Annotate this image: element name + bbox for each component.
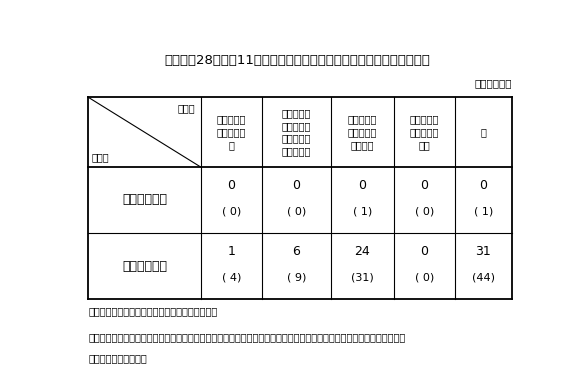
Text: 6: 6	[292, 245, 300, 258]
Text: ( 0): ( 0)	[415, 272, 434, 282]
Text: 事　由: 事 由	[178, 103, 195, 113]
Text: 0: 0	[358, 179, 366, 192]
Text: 0: 0	[227, 179, 235, 192]
Text: 0: 0	[420, 179, 428, 192]
Text: 種　類: 種 類	[92, 152, 110, 163]
Text: 廃職又は過
員を生じた
場合: 廃職又は過 員を生じた 場合	[410, 114, 439, 150]
Text: 31: 31	[475, 245, 491, 258]
Text: (31): (31)	[351, 272, 374, 282]
Text: ( 9): ( 9)	[287, 272, 306, 282]
Text: 心身の故障
のため職務
遂行に支障
がある場合: 心身の故障 のため職務 遂行に支障 がある場合	[282, 108, 311, 156]
Text: 0: 0	[292, 179, 300, 192]
Text: 免　　　　職: 免 職	[122, 260, 167, 272]
Text: 1: 1	[227, 245, 235, 258]
Text: ( 1): ( 1)	[474, 206, 493, 217]
Text: 資料１－28　平成11年度における職員の意に反する降任・免職の状況: 資料１－28 平成11年度における職員の意に反する降任・免職の状況	[165, 54, 431, 67]
Text: 勤務実績が
よくない場
合: 勤務実績が よくない場 合	[217, 114, 246, 150]
Text: 0: 0	[479, 179, 487, 192]
Text: を含む。: を含む。	[88, 353, 147, 363]
Text: 0: 0	[420, 245, 428, 258]
Text: 降　　　　任: 降 任	[122, 194, 167, 206]
Text: （注）　１　（　）内は、前年度の人数を示す。: （注） １ （ ）内は、前年度の人数を示す。	[88, 307, 218, 317]
Text: (44): (44)	[472, 272, 495, 282]
Text: ( 4): ( 4)	[221, 272, 241, 282]
Text: 官職に必要
な適格性を
欠く場合: 官職に必要 な適格性を 欠く場合	[347, 114, 377, 150]
Text: ( 0): ( 0)	[415, 206, 434, 217]
Text: ( 0): ( 0)	[221, 206, 241, 217]
Text: 24: 24	[354, 245, 370, 258]
Text: ( 0): ( 0)	[287, 206, 306, 217]
Text: ２　降任・免職事由の「勤務実績がよくない場合」には、「官職に必要な適格性を欠く場合」にも該当したもの: ２ 降任・免職事由の「勤務実績がよくない場合」には、「官職に必要な適格性を欠く場…	[88, 332, 406, 342]
Text: （単位：人）: （単位：人）	[474, 78, 512, 88]
Text: ( 1): ( 1)	[353, 206, 372, 217]
Text: 計: 計	[480, 127, 486, 137]
